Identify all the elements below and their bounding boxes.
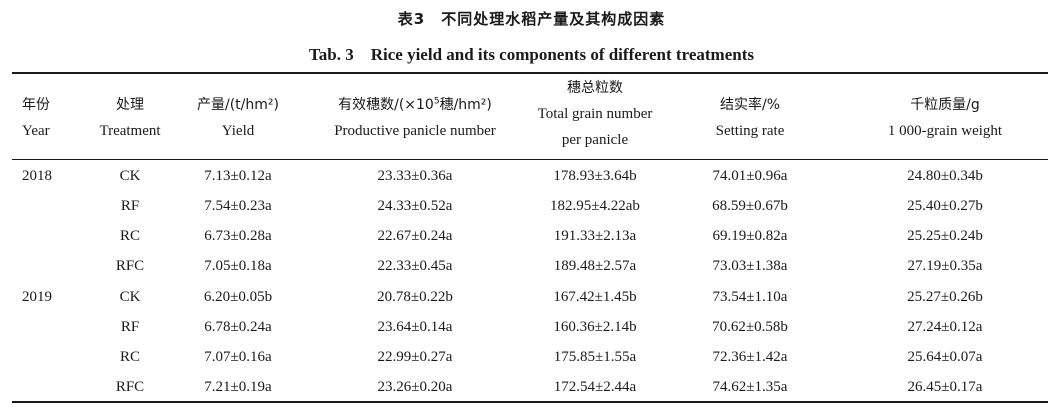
cell-yield: 7.21±0.19a <box>204 379 272 395</box>
cell-treatment: RC <box>119 349 140 365</box>
cell-year: 2019 <box>22 289 52 305</box>
cell-thousand-grain-weight: 24.80±0.34b <box>907 168 983 184</box>
header-treatment: 处理 Treatment <box>70 80 190 156</box>
header-tgn-en1: Total grain number <box>537 106 653 122</box>
header-tgn-cn: 穗总粒数 <box>567 80 623 96</box>
header-ppn-cn-superscript: 5 <box>433 96 440 107</box>
cell-treatment: RFC <box>115 258 145 274</box>
cell-productive-panicle-number: 24.33±0.52a <box>377 198 453 214</box>
cell-setting-rate: 70.62±0.58b <box>712 319 788 335</box>
cell-setting-rate: 73.54±1.10a <box>712 289 788 305</box>
header-year-en: Year <box>22 123 50 139</box>
cell-thousand-grain-weight: 25.27±0.26b <box>907 289 983 305</box>
cell-total-grain-number: 191.33±2.13a <box>553 228 637 244</box>
header-year-cn: 年份 <box>22 97 50 113</box>
table-row: RF 7.54±0.23a 24.33±0.52a 182.95±4.22ab … <box>0 191 1063 221</box>
cell-total-grain-number: 182.95±4.22ab <box>550 198 640 214</box>
table-row: RF 6.78±0.24a 23.64±0.14a 160.36±2.14b 7… <box>0 312 1063 342</box>
header-setting-rate: 结实率/% Setting rate <box>675 80 825 156</box>
cell-thousand-grain-weight: 27.19±0.35a <box>907 258 983 274</box>
cell-total-grain-number: 167.42±1.45b <box>553 289 637 305</box>
header-ppn-cn-pre: 有效穗数/(×10 <box>338 97 434 113</box>
table-header-rule <box>12 159 1048 160</box>
cell-treatment: RF <box>120 198 140 214</box>
header-sr-en: Setting rate <box>715 123 785 139</box>
header-ppn-cn-post: 穗/hm²) <box>439 97 492 113</box>
cell-treatment: CK <box>119 168 141 184</box>
cell-productive-panicle-number: 23.33±0.36a <box>377 168 453 184</box>
header-treatment-cn: 处理 <box>116 97 144 113</box>
cell-setting-rate: 69.19±0.82a <box>712 228 788 244</box>
cell-productive-panicle-number: 20.78±0.22b <box>377 289 453 305</box>
table-row: RFC 7.21±0.19a 23.26±0.20a 172.54±2.44a … <box>0 372 1063 402</box>
header-ppn-en: Productive panicle number <box>334 123 496 139</box>
cell-treatment: CK <box>119 289 141 305</box>
cell-total-grain-number: 160.36±2.14b <box>553 319 637 335</box>
header-productive-panicle-number: 有效穗数/(×105穗/hm²) Productive panicle numb… <box>310 80 520 156</box>
header-yield-en: Yield <box>221 123 255 139</box>
cell-yield: 6.20±0.05b <box>203 289 273 305</box>
table-row: RFC 7.05±0.18a 22.33±0.45a 189.48±2.57a … <box>0 251 1063 281</box>
table-caption-chinese: 表3 不同处理水稻产量及其构成因素 <box>397 10 666 28</box>
cell-thousand-grain-weight: 27.24±0.12a <box>907 319 983 335</box>
cell-total-grain-number: 172.54±2.44a <box>553 379 637 395</box>
cell-total-grain-number: 178.93±3.64b <box>553 168 637 184</box>
cell-productive-panicle-number: 22.33±0.45a <box>377 258 453 274</box>
cell-setting-rate: 74.62±1.35a <box>712 379 788 395</box>
header-sr-cn: 结实率/% <box>719 97 781 113</box>
header-yield-cn: 产量/(t/hm²) <box>197 97 279 113</box>
header-ppn-cn: 有效穗数/(×105穗/hm²) <box>338 92 492 118</box>
cell-setting-rate: 73.03±1.38a <box>712 258 788 274</box>
cell-year: 2018 <box>22 168 52 184</box>
table-top-rule <box>12 72 1048 74</box>
cell-thousand-grain-weight: 25.40±0.27b <box>907 198 983 214</box>
cell-productive-panicle-number: 23.64±0.14a <box>377 319 453 335</box>
table-row: 2018 CK 7.13±0.12a 23.33±0.36a 178.93±3.… <box>0 161 1063 191</box>
cell-setting-rate: 68.59±0.67b <box>712 198 788 214</box>
cell-treatment: RC <box>119 228 140 244</box>
table-row: RC 6.73±0.28a 22.67±0.24a 191.33±2.13a 6… <box>0 221 1063 251</box>
header-tgn-en2: per panicle <box>561 132 629 148</box>
header-year: 年份 Year <box>22 80 82 156</box>
header-kgw-cn: 千粒质量/g <box>910 97 980 113</box>
cell-thousand-grain-weight: 26.45±0.17a <box>907 379 983 395</box>
cell-yield: 7.54±0.23a <box>204 198 272 214</box>
cell-treatment: RF <box>120 319 140 335</box>
cell-thousand-grain-weight: 25.64±0.07a <box>907 349 983 365</box>
header-yield: 产量/(t/hm²) Yield <box>173 80 303 156</box>
cell-productive-panicle-number: 22.67±0.24a <box>377 228 453 244</box>
cell-treatment: RFC <box>115 379 145 395</box>
cell-setting-rate: 72.36±1.42a <box>712 349 788 365</box>
cell-setting-rate: 74.01±0.96a <box>712 168 788 184</box>
table-bottom-rule <box>12 401 1048 403</box>
header-treatment-en: Treatment <box>99 123 161 139</box>
cell-total-grain-number: 189.48±2.57a <box>553 258 637 274</box>
header-kgw-en: 1 000-grain weight <box>887 123 1003 139</box>
cell-total-grain-number: 175.85±1.55a <box>553 349 637 365</box>
cell-yield: 6.73±0.28a <box>204 228 272 244</box>
cell-productive-panicle-number: 22.99±0.27a <box>377 349 453 365</box>
cell-yield: 6.78±0.24a <box>204 319 272 335</box>
table-row: RC 7.07±0.16a 22.99±0.27a 175.85±1.55a 7… <box>0 342 1063 372</box>
header-thousand-grain-weight: 千粒质量/g 1 000-grain weight <box>860 80 1030 156</box>
header-total-grain-number: 穗总粒数 Total grain number per panicle <box>515 76 675 152</box>
cell-productive-panicle-number: 23.26±0.20a <box>377 379 453 395</box>
cell-yield: 7.13±0.12a <box>204 168 272 184</box>
table-caption-english: Tab. 3 Rice yield and its components of … <box>309 45 754 64</box>
cell-thousand-grain-weight: 25.25±0.24b <box>907 228 983 244</box>
cell-yield: 7.07±0.16a <box>204 349 272 365</box>
table-row: 2019 CK 6.20±0.05b 20.78±0.22b 167.42±1.… <box>0 282 1063 312</box>
cell-yield: 7.05±0.18a <box>204 258 272 274</box>
